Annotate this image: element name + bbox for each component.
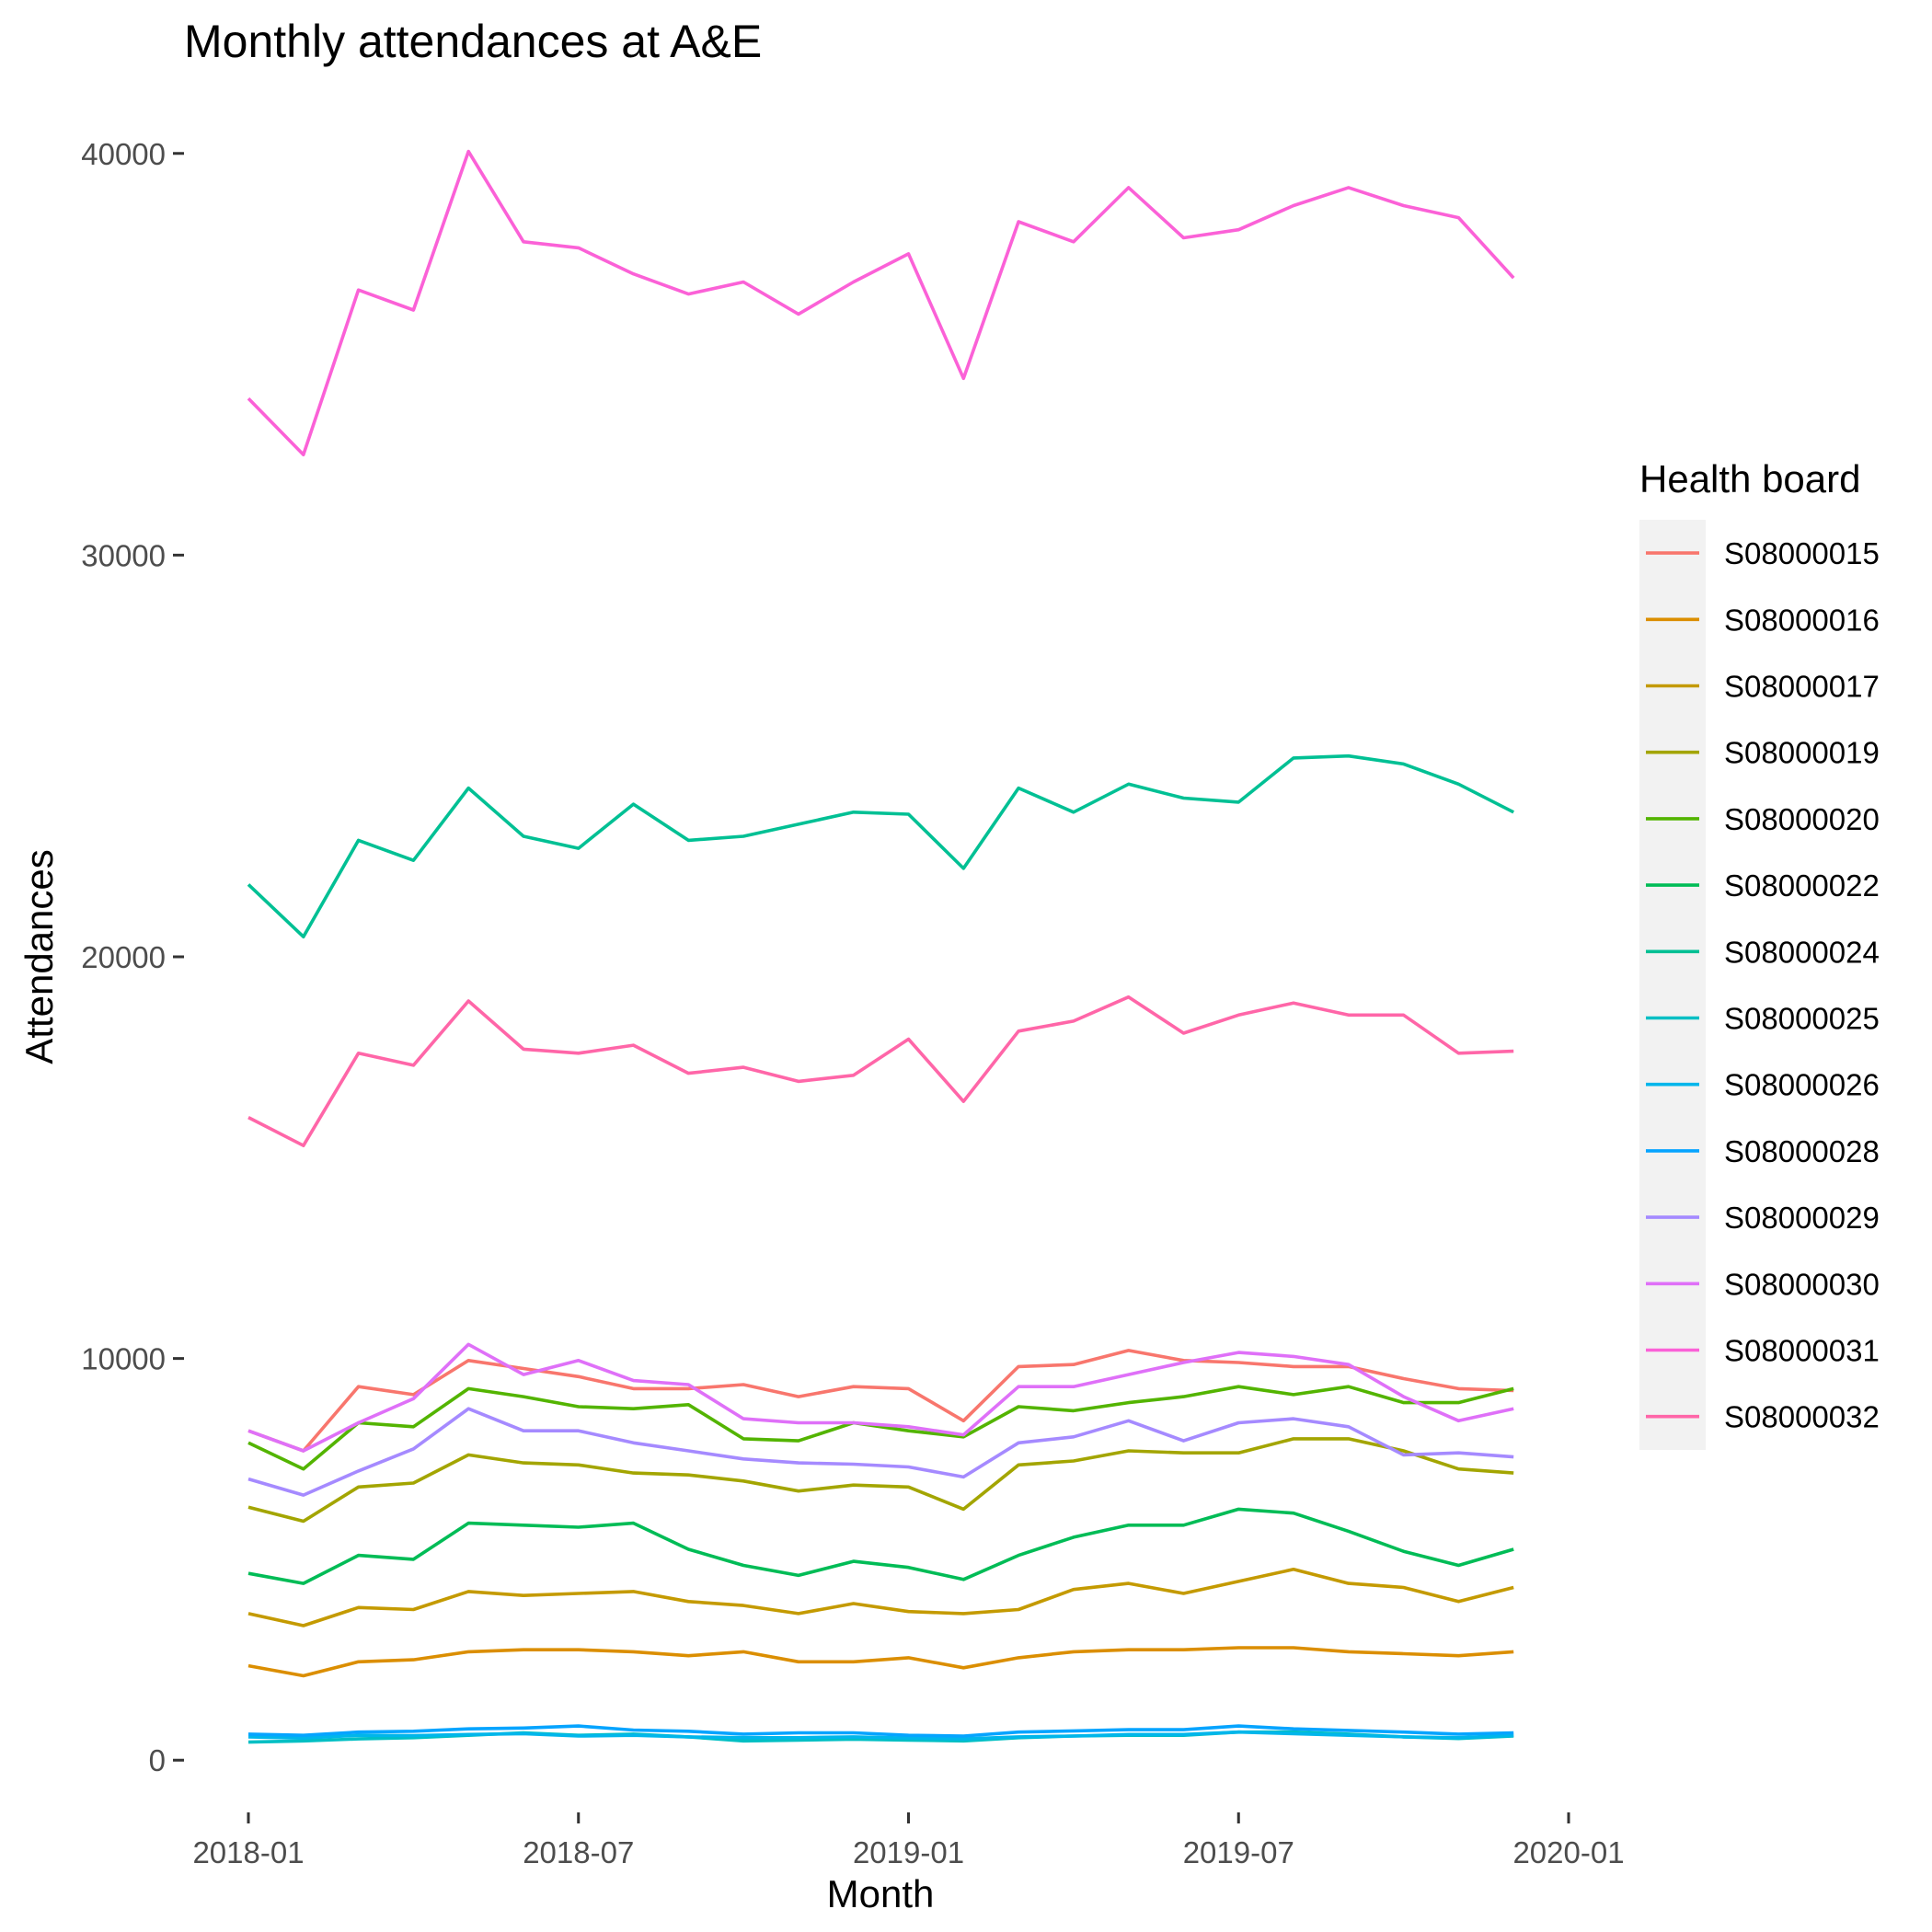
x-axis-title: Month [827, 1872, 935, 1915]
legend-title: Health board [1639, 457, 1861, 500]
x-tick-label: 2019-01 [853, 1835, 964, 1869]
legend-label: S08000029 [1724, 1201, 1880, 1235]
legend-key-background [1639, 520, 1706, 1450]
series-line-S08000032 [247, 995, 1514, 1147]
series-line-S08000015 [247, 1349, 1514, 1453]
series-line-S08000024 [247, 753, 1515, 939]
legend-label: S08000031 [1724, 1334, 1880, 1368]
legend-label: S08000028 [1724, 1134, 1880, 1168]
y-tick-label: 0 [149, 1743, 166, 1777]
legend-label: S08000019 [1724, 736, 1880, 770]
y-tick-label: 10000 [81, 1342, 166, 1376]
y-tick-label: 30000 [81, 538, 166, 572]
legend-label: S08000030 [1724, 1267, 1880, 1301]
legend-label: S08000024 [1724, 935, 1880, 969]
legend-label: S08000016 [1724, 603, 1880, 637]
x-tick-label: 2018-07 [523, 1835, 634, 1869]
y-tick-label: 40000 [81, 137, 166, 171]
plot-area [247, 149, 1515, 1744]
series-line-S08000017 [247, 1568, 1514, 1627]
legend-items: S08000015 S08000016 S08000017 S08000019 S080… [1646, 536, 1880, 1434]
series-line-S08000020 [247, 1385, 1514, 1471]
x-tick-label: 2018-01 [192, 1835, 304, 1869]
legend-label: S08000020 [1724, 802, 1880, 836]
chart-title: Monthly attendances at A&E [184, 16, 762, 67]
y-tick-label: 20000 [81, 940, 166, 974]
legend: Health board S08000015 S08000016 S08000017… [1639, 457, 1880, 1450]
series-line-S08000022 [247, 1507, 1514, 1585]
series-line-S08000031 [247, 149, 1515, 457]
x-tick-label: 2020-01 [1512, 1835, 1624, 1869]
legend-label: S08000025 [1724, 1002, 1880, 1036]
legend-label: S08000015 [1724, 536, 1880, 570]
series-line-S08000028 [247, 1724, 1514, 1738]
y-axis: 0 10000 20000 30000 40000 [81, 137, 184, 1777]
y-axis-title: Attendances [17, 849, 61, 1064]
legend-label: S08000017 [1724, 670, 1880, 704]
legend-label: S08000032 [1724, 1400, 1880, 1434]
series-line-S08000016 [247, 1646, 1514, 1678]
legend-label: S08000022 [1724, 868, 1880, 903]
series-line-S08000030 [247, 1342, 1514, 1453]
x-axis: 2018-01 2018-07 2019-01 2019-07 2020-01 [192, 1812, 1625, 1869]
x-tick-label: 2019-07 [1183, 1835, 1294, 1869]
legend-label: S08000026 [1724, 1068, 1880, 1102]
series-line-S08000029 [247, 1407, 1514, 1497]
series-line-S08000019 [247, 1437, 1514, 1524]
series-line-S08000026 [247, 1730, 1514, 1741]
